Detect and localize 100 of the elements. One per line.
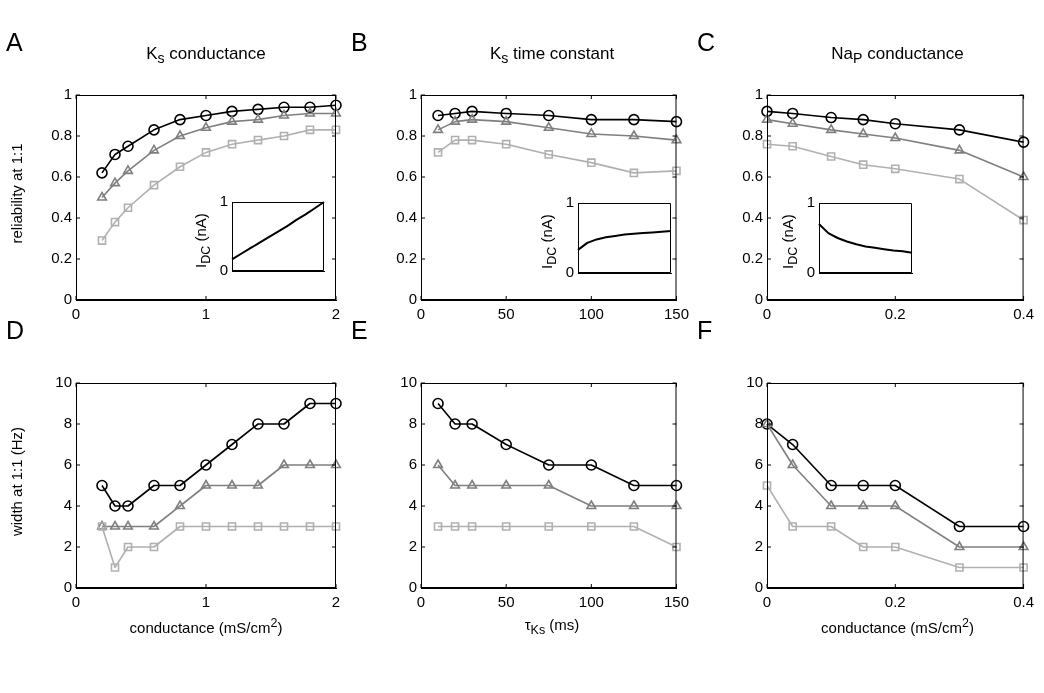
point (585, 459, 598, 471)
text: F (697, 316, 713, 345)
y-axis-title: width at 1:1 (Hz) (7, 425, 25, 539)
point (670, 115, 683, 128)
point (148, 124, 160, 136)
y-tick-label: 0.4 (742, 208, 763, 226)
point (96, 191, 108, 201)
point (1019, 215, 1028, 225)
point (122, 165, 134, 175)
point (629, 522, 639, 531)
x-tick-label: 1 (201, 305, 211, 323)
point (586, 522, 596, 531)
y-tick-label: 8 (63, 414, 72, 432)
point (304, 397, 316, 410)
y-tick-label: 0.2 (742, 249, 763, 267)
y-tick-label: 1 (408, 85, 417, 103)
point (449, 107, 461, 120)
point (761, 113, 773, 123)
point (466, 418, 478, 430)
point (787, 459, 798, 469)
point (672, 166, 681, 176)
x-tick-label: 0.4 (1013, 305, 1034, 323)
point (889, 479, 902, 492)
point (955, 563, 964, 572)
point (201, 522, 211, 531)
y-tick-label: 2 (754, 537, 763, 555)
y-tick-label: 2 (63, 537, 72, 555)
point (1019, 563, 1028, 572)
point (433, 522, 443, 531)
y-tick-label: 6 (408, 455, 417, 473)
y-tick-label: 6 (63, 455, 72, 473)
y-tick-label: 0.2 (396, 249, 417, 267)
point (122, 520, 134, 530)
point (449, 418, 461, 430)
point (227, 139, 237, 149)
point (826, 152, 836, 161)
y-tick-label: 0 (408, 578, 417, 596)
y-tick-label: 0 (63, 578, 72, 596)
y-tick-label: 4 (754, 496, 763, 514)
point (857, 113, 870, 126)
point (304, 459, 316, 469)
point (304, 101, 316, 114)
text: B (351, 28, 368, 57)
x-tick-label: 0.4 (1013, 593, 1034, 611)
point (586, 158, 596, 167)
point (858, 500, 869, 510)
point (1017, 136, 1030, 148)
point (226, 479, 238, 489)
text: C (697, 28, 716, 57)
point (149, 542, 159, 552)
point (501, 139, 511, 149)
point (825, 479, 837, 492)
point (890, 500, 901, 510)
x-tick-label: 50 (497, 593, 515, 611)
point (226, 438, 238, 451)
point (889, 117, 902, 130)
x-tick-label: 0.2 (884, 305, 906, 323)
point (450, 135, 460, 145)
point (858, 160, 868, 170)
y-tick-label: 6 (754, 455, 763, 473)
point (953, 520, 966, 533)
point (500, 438, 512, 451)
point (330, 459, 342, 469)
point (826, 522, 836, 531)
point (305, 522, 315, 531)
point (252, 418, 264, 430)
point (628, 130, 640, 140)
y-tick-label: 8 (754, 414, 763, 432)
point (123, 542, 133, 552)
point (110, 217, 120, 227)
point (279, 522, 289, 531)
point (585, 113, 598, 126)
point (762, 481, 772, 490)
point (96, 479, 108, 492)
point (1017, 520, 1030, 533)
y-tick-label: 0 (754, 290, 763, 308)
point (278, 101, 290, 114)
y-tick-label: 1 (63, 85, 72, 103)
y-tick-label: 0.6 (396, 167, 417, 185)
point (304, 107, 316, 117)
y-tick-label: 0.8 (742, 126, 763, 144)
y-tick-label: 10 (55, 373, 72, 391)
point (449, 115, 461, 125)
point (148, 479, 160, 492)
point (278, 418, 290, 430)
point (149, 180, 159, 190)
point (432, 124, 444, 134)
point (330, 99, 342, 112)
y-tick-label: 0.8 (51, 126, 72, 144)
point (857, 479, 870, 492)
point (890, 132, 901, 142)
x-tick-label: 50 (497, 305, 515, 323)
point (787, 117, 798, 127)
point (175, 162, 185, 172)
text: A (6, 28, 23, 57)
point (501, 115, 512, 125)
point (953, 124, 966, 136)
point (500, 107, 512, 120)
point (449, 479, 461, 489)
point (174, 113, 186, 126)
